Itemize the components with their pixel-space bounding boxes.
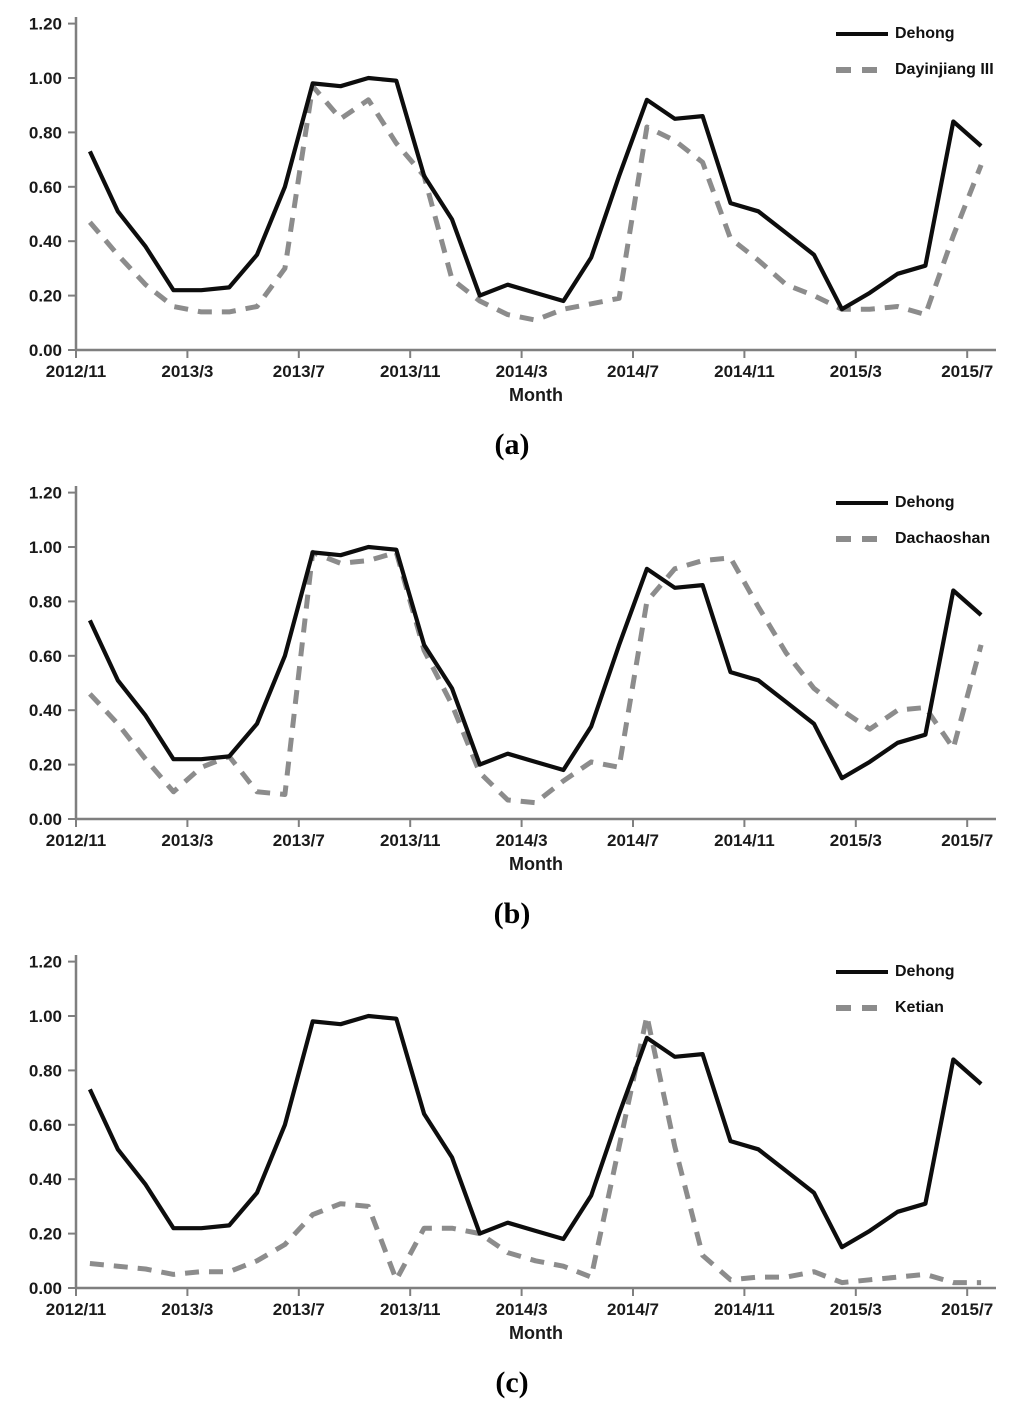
y-tick-label: 0.20 bbox=[29, 287, 62, 306]
x-tick-label: 2015/3 bbox=[830, 831, 882, 850]
legend-label-dehong: Dehong bbox=[895, 494, 955, 511]
x-tick-label: 2014/3 bbox=[496, 1300, 548, 1319]
line-dehong bbox=[87, 75, 983, 312]
x-tick-label: 2015/7 bbox=[941, 1300, 993, 1319]
plot-b: 0.00 0.20 0.40 0.60 0.80 1.00 1.20 2012/11 2013/… bbox=[29, 484, 996, 874]
y-tick-label: 0.80 bbox=[29, 123, 62, 142]
x-tick-label: 2014/7 bbox=[607, 831, 659, 850]
legend-label-dehong: Dehong bbox=[895, 963, 955, 980]
dayinjiang-iii-line-sample bbox=[836, 67, 888, 73]
y-tick-label: 1.00 bbox=[29, 69, 62, 88]
x-axis-title: Month bbox=[509, 854, 563, 874]
x-tick-label: 2013/3 bbox=[161, 362, 213, 381]
chart-b-legend: Dehong Dachaoshan bbox=[836, 485, 990, 557]
x-tick-label: 2014/3 bbox=[496, 831, 548, 850]
dehong-line-sample bbox=[836, 32, 888, 36]
chart-c-canvas: 0.00 0.20 0.40 0.60 0.80 1.00 1.20 2012/11 2013/… bbox=[0, 938, 1024, 1363]
x-tick-label: 2015/3 bbox=[830, 1300, 882, 1319]
x-tick-label: 2013/7 bbox=[273, 362, 325, 381]
y-tick-label: 0.40 bbox=[29, 1170, 62, 1189]
x-tick-label: 2012/11 bbox=[46, 831, 107, 850]
line-dehong bbox=[87, 1013, 983, 1250]
dehong-line-sample bbox=[836, 501, 888, 505]
x-axis-title: Month bbox=[509, 385, 563, 405]
chart-a: 0.00 0.20 0.40 0.60 0.80 1.00 1.20 2012/11 2013/… bbox=[0, 0, 1024, 469]
plot-a: 0.00 0.20 0.40 0.60 0.80 1.00 1.20 2012/11 2013/… bbox=[29, 15, 996, 405]
x-tick-label: 2015/3 bbox=[830, 362, 882, 381]
x-tick-label: 2014/7 bbox=[607, 1300, 659, 1319]
legend-label-ketian: Ketian bbox=[895, 999, 944, 1016]
legend-item-dayinjiang-iii: Dayinjiang III bbox=[836, 52, 994, 88]
y-tick-label: 1.00 bbox=[29, 538, 62, 557]
legend-item-dehong: Dehong bbox=[836, 16, 994, 52]
y-tick-label: 1.20 bbox=[29, 15, 62, 34]
y-tick-label: 0.60 bbox=[29, 647, 62, 666]
ketian-line-sample bbox=[836, 1005, 888, 1011]
y-tick-label: 0.00 bbox=[29, 341, 62, 360]
x-tick-label: 2015/7 bbox=[941, 831, 993, 850]
chart-c-sublabel: (c) bbox=[495, 1366, 529, 1399]
chart-b: 0.00 0.20 0.40 0.60 0.80 1.00 1.20 2012/11 2013/… bbox=[0, 469, 1024, 938]
line-dayinjiang-iii bbox=[88, 83, 984, 323]
legend-item-ketian: Ketian bbox=[836, 990, 955, 1026]
x-tick-label: 2012/11 bbox=[46, 362, 107, 381]
x-tick-label: 2013/3 bbox=[161, 1300, 213, 1319]
y-tick-label: 0.00 bbox=[29, 1279, 62, 1298]
line-dehong bbox=[87, 544, 983, 781]
y-tick-label: 0.20 bbox=[29, 1225, 62, 1244]
x-tick-label: 2013/11 bbox=[380, 831, 441, 850]
dehong-line-sample bbox=[836, 970, 888, 974]
y-tick-label: 1.20 bbox=[29, 953, 62, 972]
x-tick-label: 2013/7 bbox=[273, 1300, 325, 1319]
x-tick-label: 2014/11 bbox=[714, 831, 775, 850]
x-tick-label: 2014/7 bbox=[607, 362, 659, 381]
x-tick-label: 2013/11 bbox=[380, 1300, 441, 1319]
chart-a-legend: Dehong Dayinjiang III bbox=[836, 16, 994, 88]
x-tick-label: 2014/11 bbox=[714, 1300, 775, 1319]
legend-label-dehong: Dehong bbox=[895, 25, 955, 42]
y-tick-label: 1.20 bbox=[29, 484, 62, 503]
chart-a-canvas: 0.00 0.20 0.40 0.60 0.80 1.00 1.20 2012/11 2013/… bbox=[0, 0, 1024, 425]
x-tick-label: 2013/3 bbox=[161, 831, 213, 850]
y-tick-label: 1.00 bbox=[29, 1007, 62, 1026]
chart-b-sublabel: (b) bbox=[493, 897, 531, 930]
x-axis-title: Month bbox=[509, 1323, 563, 1343]
y-tick-label: 0.00 bbox=[29, 810, 62, 829]
x-tick-label: 2014/11 bbox=[714, 362, 775, 381]
y-tick-label: 0.40 bbox=[29, 232, 62, 251]
plot-c: 0.00 0.20 0.40 0.60 0.80 1.00 1.20 2012/11 2013/… bbox=[29, 953, 996, 1343]
x-tick-label: 2014/3 bbox=[496, 362, 548, 381]
y-tick-label: 0.20 bbox=[29, 756, 62, 775]
legend-item-dachaoshan: Dachaoshan bbox=[836, 521, 990, 557]
y-tick-label: 0.40 bbox=[29, 701, 62, 720]
y-tick-label: 0.80 bbox=[29, 1061, 62, 1080]
line-dachaoshan bbox=[88, 549, 984, 806]
chart-b-canvas: 0.00 0.20 0.40 0.60 0.80 1.00 1.20 2012/11 2013/… bbox=[0, 469, 1024, 894]
line-ketian bbox=[89, 1013, 982, 1286]
chart-c-legend: Dehong Ketian bbox=[836, 954, 955, 1026]
dachaoshan-line-sample bbox=[836, 536, 888, 542]
chart-a-sublabel: (a) bbox=[494, 428, 530, 461]
y-tick-label: 0.60 bbox=[29, 178, 62, 197]
legend-label-dayinjiang-iii: Dayinjiang III bbox=[895, 61, 994, 78]
legend-label-dachaoshan: Dachaoshan bbox=[895, 530, 991, 547]
legend-item-dehong: Dehong bbox=[836, 954, 955, 990]
x-tick-label: 2013/7 bbox=[273, 831, 325, 850]
legend-item-dehong: Dehong bbox=[836, 485, 990, 521]
x-tick-label: 2013/11 bbox=[380, 362, 441, 381]
y-tick-label: 0.80 bbox=[29, 592, 62, 611]
x-tick-label: 2012/11 bbox=[46, 1300, 107, 1319]
x-tick-label: 2015/7 bbox=[941, 362, 993, 381]
y-tick-label: 0.60 bbox=[29, 1116, 62, 1135]
chart-c: 0.00 0.20 0.40 0.60 0.80 1.00 1.20 2012/11 2013/… bbox=[0, 938, 1024, 1405]
